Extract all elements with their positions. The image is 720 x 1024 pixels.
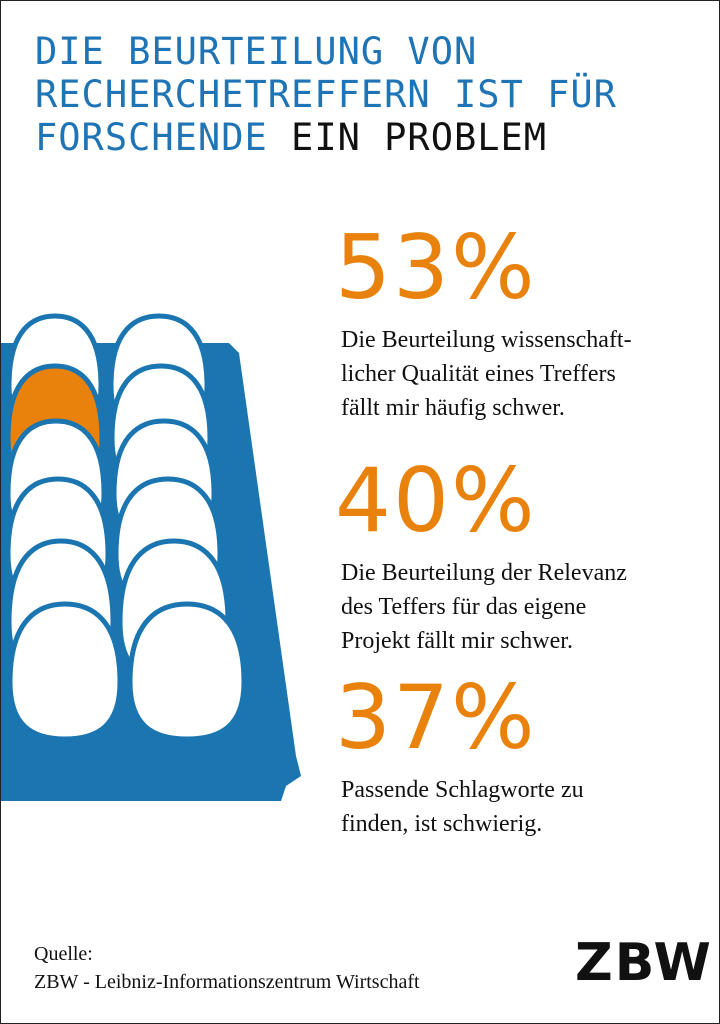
title-blue: FORSCHENDE	[35, 116, 268, 159]
egg-tray	[1, 313, 301, 801]
title-dark: EIN PROBLEM	[291, 116, 548, 159]
stat-line: Die Beurteilung der Relevanz	[341, 560, 627, 586]
stat-line: fällt mir häufig schwer.	[341, 395, 565, 421]
stat-line: licher Qualität eines Treffers	[341, 361, 616, 387]
egg	[127, 601, 247, 742]
stat-line: Projekt fällt mir schwer.	[341, 628, 573, 654]
stat-line: finden, ist schwierig.	[341, 811, 543, 837]
title-line: DIE BEURTEILUNG VON	[35, 30, 478, 73]
stat-line: Die Beurteilung wissenschaft-	[341, 327, 632, 353]
source-text: ZBW - Leibniz-Informationszentrum Wirtsc…	[34, 971, 420, 993]
stat-figure: 53%	[335, 216, 537, 319]
logo: ZBW	[575, 933, 713, 993]
stat-line: des Teffers für das eigene	[341, 594, 587, 620]
eggs	[5, 313, 247, 742]
source-label: Quelle:	[34, 943, 93, 965]
title-line: FORSCHENDE EIN PROBLEM	[35, 117, 547, 159]
stat-line: Passende Schlagworte zu	[341, 777, 584, 803]
stat-figure: 40%	[335, 449, 537, 552]
stat-figure: 37%	[335, 666, 537, 769]
egg	[7, 601, 123, 742]
title-line: RECHERCHETREFFERN IST FÜR	[35, 73, 617, 116]
